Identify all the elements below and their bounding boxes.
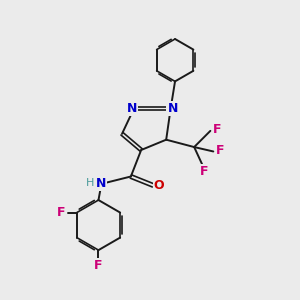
Text: F: F [200,165,209,178]
Text: F: F [94,259,103,272]
Text: O: O [154,179,164,192]
Text: N: N [127,102,137,115]
Text: N: N [167,102,178,115]
Text: F: F [215,144,224,158]
Text: F: F [57,206,66,219]
Text: F: F [213,123,221,136]
Text: N: N [96,177,106,190]
Text: H: H [86,178,94,188]
